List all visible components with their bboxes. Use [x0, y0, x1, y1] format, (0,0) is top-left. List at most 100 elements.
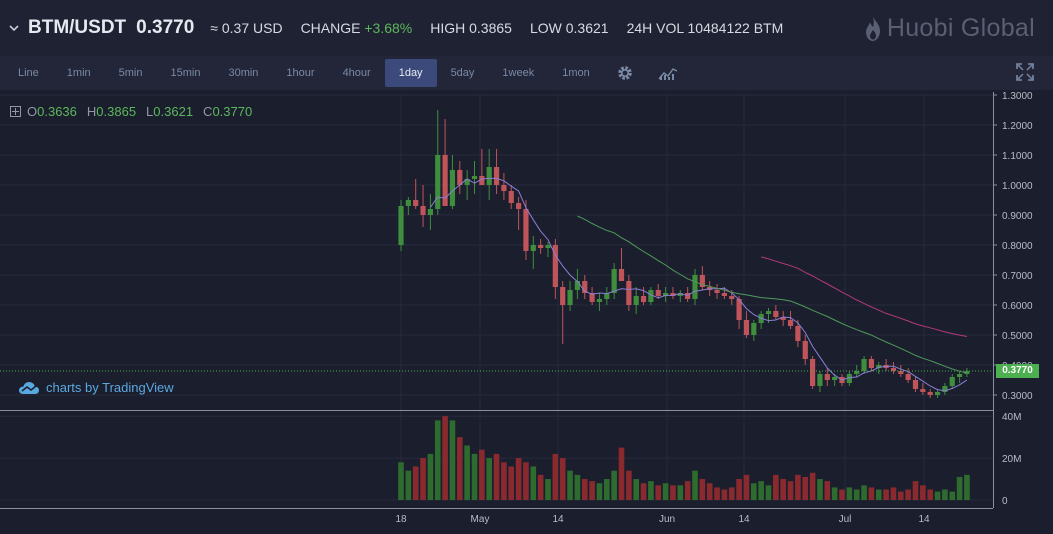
candle-body	[545, 245, 551, 248]
interval-5day[interactable]: 5day	[450, 67, 475, 79]
volume-bar	[853, 489, 860, 500]
chevron-down-icon[interactable]	[8, 22, 20, 34]
candle-body	[729, 296, 735, 299]
collapse-toggle-icon[interactable]	[10, 106, 21, 117]
ticker-header: BTM/USDT 0.3770 ≈ 0.37 USD CHANGE +3.68%…	[0, 0, 1053, 56]
candle-body	[560, 287, 566, 305]
volume-bar	[920, 485, 926, 500]
candle-body	[479, 176, 485, 185]
volume-bar	[501, 462, 507, 500]
volume-bar	[780, 479, 786, 500]
ohlc-close: 0.3770	[212, 104, 253, 119]
volume-bar	[787, 481, 794, 500]
candle-body	[854, 371, 860, 374]
candle-body	[648, 290, 654, 302]
volume-bar	[934, 491, 941, 500]
candle-body	[640, 296, 647, 302]
fullscreen-icon[interactable]	[1015, 62, 1035, 87]
candle-body	[927, 392, 933, 395]
candle-body	[898, 371, 904, 374]
interval-30min[interactable]: 30min	[228, 67, 259, 79]
candle-body	[751, 323, 757, 335]
volume-bar	[596, 483, 603, 500]
volume-stat: 24H VOL 10484122 BTM	[626, 20, 784, 36]
candle-body	[589, 293, 595, 302]
change-value: +3.68%	[364, 20, 413, 36]
candle-body	[802, 341, 808, 359]
candle-body	[920, 389, 926, 392]
ohlc-high-label: H	[86, 104, 97, 119]
candle-body	[714, 290, 720, 293]
indicators-icon[interactable]	[646, 59, 690, 87]
interval-5min[interactable]: 5min	[118, 67, 143, 79]
ma-fast-line	[429, 177, 968, 392]
volume-bar	[670, 485, 676, 500]
volume-bar	[581, 479, 588, 500]
interval-15min[interactable]: 15min	[170, 67, 201, 79]
candle-body	[449, 170, 456, 206]
volume-bar	[758, 481, 764, 500]
interval-1week[interactable]: 1week	[502, 67, 535, 79]
interval-1min[interactable]: 1min	[66, 67, 91, 79]
interval-4hour[interactable]: 4hour	[342, 67, 371, 79]
interval-1hour[interactable]: 1hour	[286, 67, 315, 79]
volume-bar	[530, 466, 537, 500]
candle-body	[810, 359, 816, 386]
candle-body	[663, 293, 669, 296]
volume-bar	[398, 462, 404, 500]
candle-body	[582, 281, 588, 293]
candle-body	[604, 293, 610, 299]
volume-bar	[412, 466, 419, 500]
tradingview-credit[interactable]: charts by TradingView	[18, 380, 174, 395]
volume-bar	[552, 453, 559, 500]
ohlc-open: 0.3636	[37, 104, 77, 119]
candle-body	[964, 371, 970, 374]
volume-bar	[545, 479, 551, 500]
pair-selector[interactable]: BTM/USDT	[28, 17, 127, 38]
time-tick-label: 18	[395, 514, 407, 525]
volume-bar	[927, 489, 933, 500]
volume-bar	[604, 479, 610, 500]
candle-body	[670, 293, 676, 296]
candle-body	[692, 275, 698, 299]
volume-bar	[449, 420, 456, 500]
volume-bar	[515, 458, 522, 500]
candlestick-chart[interactable]: 1.3000 1.2000 1.1000 1.0000 0.9000 0.8000 0.70…	[0, 90, 1053, 529]
volume-bar	[868, 487, 875, 500]
interval-line[interactable]: Line	[18, 67, 39, 79]
interval-1day[interactable]: 1day	[384, 59, 437, 87]
settings-gear-icon[interactable]	[604, 59, 646, 87]
volume-bar	[795, 474, 801, 500]
price-tick-label: 0.3000	[1002, 391, 1033, 402]
volume-bar	[662, 483, 669, 500]
candle-body	[405, 200, 411, 206]
volume-bar	[559, 458, 566, 500]
price-tick-label: 1.0000	[1002, 181, 1033, 192]
candle-body	[486, 167, 492, 185]
volume-bar	[442, 416, 448, 500]
ma-mid-line	[577, 215, 968, 374]
interval-1mon[interactable]: 1mon	[562, 67, 590, 79]
volume-bar	[956, 476, 963, 500]
high-stat: HIGH 0.3865	[430, 20, 512, 36]
volume-tick-label: 40M	[1002, 412, 1021, 423]
volume-tick-label: 20M	[1002, 454, 1021, 465]
volume-bar	[765, 485, 772, 500]
volume-bar	[523, 462, 529, 500]
candle-body	[501, 185, 507, 191]
volume-bar	[912, 481, 919, 500]
candle-body	[574, 281, 580, 290]
chart-canvas[interactable]: 1.3000 1.2000 1.1000 1.0000 0.9000 0.8000 0.70…	[0, 90, 1053, 529]
candle-body	[516, 203, 522, 209]
candle-body	[626, 281, 632, 305]
volume-bar	[706, 483, 713, 500]
volume-bar	[751, 483, 757, 500]
volume-bar	[648, 481, 654, 500]
volume-bar	[861, 485, 867, 500]
candle-body	[633, 296, 639, 305]
candle-body	[442, 155, 448, 206]
volume-bar	[802, 476, 809, 500]
candle-body	[957, 374, 963, 377]
volume-bar	[824, 481, 831, 500]
candle-body	[890, 368, 897, 371]
